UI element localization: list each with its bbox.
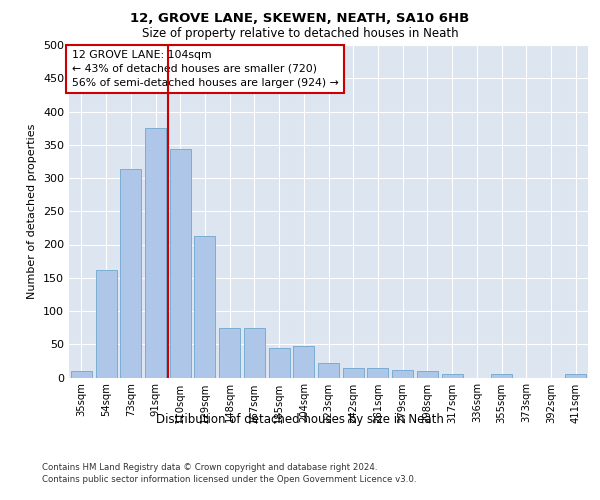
Text: Distribution of detached houses by size in Neath: Distribution of detached houses by size … <box>156 412 444 426</box>
Text: 12 GROVE LANE: 104sqm
← 43% of detached houses are smaller (720)
56% of semi-det: 12 GROVE LANE: 104sqm ← 43% of detached … <box>71 50 338 88</box>
Bar <box>95 270 116 378</box>
Bar <box>442 374 463 378</box>
Bar <box>120 168 141 378</box>
Bar <box>565 374 586 378</box>
Bar <box>244 328 265 378</box>
Y-axis label: Number of detached properties: Number of detached properties <box>28 124 37 299</box>
Bar <box>367 368 388 378</box>
Bar <box>392 370 413 378</box>
Text: Contains HM Land Registry data © Crown copyright and database right 2024.: Contains HM Land Registry data © Crown c… <box>42 462 377 471</box>
Bar <box>170 148 191 378</box>
Bar <box>269 348 290 378</box>
Bar <box>491 374 512 378</box>
Bar <box>194 236 215 378</box>
Bar <box>343 368 364 378</box>
Bar <box>145 128 166 378</box>
Bar <box>417 371 438 378</box>
Bar <box>318 363 339 378</box>
Text: Contains public sector information licensed under the Open Government Licence v3: Contains public sector information licen… <box>42 475 416 484</box>
Bar <box>219 328 240 378</box>
Bar <box>293 346 314 378</box>
Text: Size of property relative to detached houses in Neath: Size of property relative to detached ho… <box>142 28 458 40</box>
Text: 12, GROVE LANE, SKEWEN, NEATH, SA10 6HB: 12, GROVE LANE, SKEWEN, NEATH, SA10 6HB <box>130 12 470 26</box>
Bar <box>71 371 92 378</box>
